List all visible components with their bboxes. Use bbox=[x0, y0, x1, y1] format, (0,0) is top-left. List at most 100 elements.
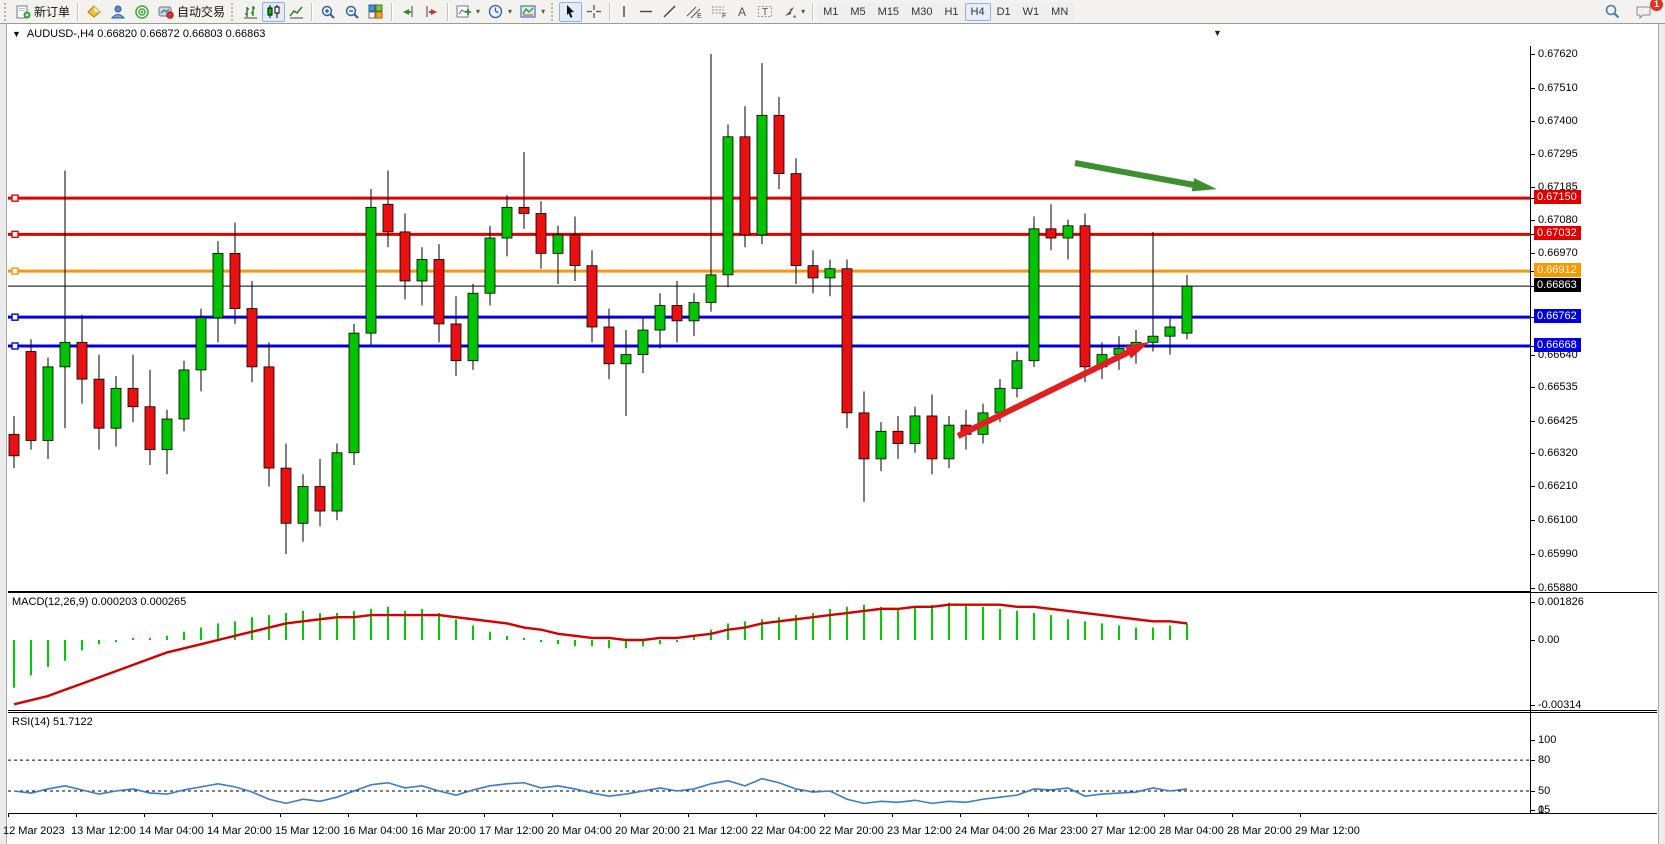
time-tick bbox=[552, 813, 553, 817]
auto-scroll-icon bbox=[400, 4, 416, 19]
indicators-button[interactable]: ▾ bbox=[452, 2, 484, 22]
new-order-button[interactable]: 新订单 bbox=[12, 2, 74, 22]
tf-M30[interactable]: M30 bbox=[905, 2, 939, 21]
signals-button[interactable] bbox=[130, 2, 154, 22]
editor-button[interactable] bbox=[82, 2, 106, 22]
time-label: 28 Mar 20:00 bbox=[1227, 825, 1292, 837]
rsi-canvas[interactable] bbox=[8, 712, 1530, 813]
auto-trading-button[interactable]: 自动交易 bbox=[154, 2, 229, 22]
panel-separator[interactable] bbox=[8, 710, 1657, 711]
line-chart-button[interactable] bbox=[285, 2, 308, 22]
time-label: 24 Mar 04:00 bbox=[955, 825, 1020, 837]
time-tick bbox=[1300, 813, 1301, 817]
svg-text:E: E bbox=[697, 13, 702, 19]
price-tick bbox=[1530, 520, 1535, 522]
time-label: 14 Mar 04:00 bbox=[139, 825, 204, 837]
time-tick bbox=[1232, 813, 1233, 817]
price-tick bbox=[1530, 153, 1535, 155]
chart-shift-marker[interactable]: ▼ bbox=[1213, 28, 1222, 38]
tf-M5[interactable]: M5 bbox=[844, 2, 872, 21]
tf-W1[interactable]: W1 bbox=[1016, 2, 1046, 21]
tf-D1[interactable]: D1 bbox=[990, 2, 1017, 21]
community-button[interactable] bbox=[106, 2, 130, 22]
price-tick-label: 0.66425 bbox=[1538, 414, 1578, 427]
tf-H1[interactable]: H1 bbox=[938, 2, 965, 21]
main-chart-canvas[interactable] bbox=[8, 46, 1530, 592]
text-label-button[interactable]: T bbox=[753, 2, 778, 22]
price-tick-label: 0.66100 bbox=[1538, 514, 1578, 527]
price-tick bbox=[1530, 271, 1535, 273]
price-tick bbox=[1530, 53, 1535, 55]
trendline-button[interactable] bbox=[658, 2, 682, 22]
notification-badge: 1 bbox=[1650, 0, 1663, 11]
toolbar-right: 1 bbox=[1600, 0, 1663, 22]
time-tick bbox=[824, 813, 825, 817]
templates-button[interactable]: ▾ bbox=[516, 2, 549, 22]
zoom-in-icon bbox=[320, 4, 336, 20]
price-tick-label: 0.67400 bbox=[1538, 115, 1578, 128]
vertical-line-button[interactable] bbox=[614, 2, 634, 22]
price-tick-label: 0.66210 bbox=[1538, 480, 1578, 493]
bar-chart-button[interactable] bbox=[239, 2, 262, 22]
channel-button[interactable]: E bbox=[682, 2, 707, 22]
rsi-axis-tick bbox=[1530, 810, 1535, 811]
fibonacci-button[interactable]: F bbox=[707, 2, 732, 22]
price-tick-label: 0.67620 bbox=[1538, 47, 1578, 60]
candlestick-chart-button[interactable] bbox=[262, 1, 286, 22]
time-tick bbox=[960, 813, 961, 817]
tf-H4[interactable]: H4 bbox=[964, 2, 991, 21]
toolbar-grip bbox=[231, 2, 237, 21]
zoom-in-button[interactable] bbox=[316, 2, 340, 22]
notifications-button[interactable]: 1 bbox=[1631, 0, 1663, 22]
chart-window: ▼ AUDUSD-,H4 0.66820 0.66872 0.66803 0.6… bbox=[0, 24, 1665, 844]
cursor-button[interactable] bbox=[559, 1, 583, 22]
macd-label: MACD(12,26,9) 0.000203 0.000265 bbox=[12, 596, 187, 608]
time-label: 28 Mar 04:00 bbox=[1159, 825, 1224, 837]
search-button[interactable] bbox=[1600, 2, 1625, 22]
auto-scroll-button[interactable] bbox=[396, 2, 420, 22]
macd-axis-tick bbox=[1530, 640, 1535, 641]
text-button[interactable]: A bbox=[732, 2, 753, 22]
time-label: 20 Mar 04:00 bbox=[547, 825, 612, 837]
panel-separator bbox=[8, 712, 1657, 713]
text-icon: A bbox=[736, 4, 749, 19]
time-tick bbox=[484, 813, 485, 817]
time-label: 29 Mar 12:00 bbox=[1295, 825, 1360, 837]
time-tick bbox=[280, 813, 281, 817]
rsi-axis-label: 50 bbox=[1538, 785, 1551, 797]
rsi-axis-tick bbox=[1530, 791, 1535, 792]
arrows-button[interactable]: ▾ bbox=[778, 2, 809, 22]
left-window-edge bbox=[0, 24, 7, 844]
price-tick-label: 0.66535 bbox=[1538, 380, 1578, 393]
rsi-axis-tick bbox=[1530, 760, 1535, 762]
channel-icon: E bbox=[686, 4, 703, 19]
tf-MN[interactable]: MN bbox=[1045, 2, 1075, 21]
chevron-down-icon[interactable]: ▼ bbox=[12, 29, 21, 39]
time-label: 20 Mar 20:00 bbox=[615, 825, 680, 837]
vertical-line-icon bbox=[618, 4, 630, 19]
rsi-axis-tick bbox=[1530, 739, 1535, 741]
horizontal-line-button[interactable] bbox=[634, 2, 658, 22]
macd-axis-label: -0.00314 bbox=[1538, 699, 1582, 712]
chevron-down-icon: ▾ bbox=[508, 7, 513, 16]
price-line-badge: 0.66912 bbox=[1534, 263, 1581, 278]
chart-shift-button[interactable] bbox=[420, 2, 444, 22]
fibonacci-icon: F bbox=[711, 4, 728, 19]
text-label-icon: T bbox=[757, 4, 774, 19]
rsi-axis-label: 80 bbox=[1538, 754, 1551, 767]
price-tick bbox=[1530, 354, 1535, 356]
zoom-out-button[interactable] bbox=[340, 2, 364, 22]
time-label: 22 Mar 20:00 bbox=[819, 825, 884, 837]
crosshair-button[interactable] bbox=[582, 2, 606, 22]
time-tick bbox=[892, 813, 893, 817]
tile-windows-button[interactable] bbox=[364, 2, 388, 22]
toolbar-separator bbox=[812, 2, 815, 21]
tf-M15[interactable]: M15 bbox=[871, 2, 906, 21]
time-label: 16 Mar 20:00 bbox=[411, 825, 476, 837]
tf-M1[interactable]: M1 bbox=[817, 2, 845, 21]
periods-button[interactable]: ▾ bbox=[484, 2, 516, 22]
macd-canvas[interactable] bbox=[8, 593, 1530, 710]
time-label: 15 Mar 12:00 bbox=[275, 825, 340, 837]
panel-separator[interactable] bbox=[8, 592, 1657, 593]
